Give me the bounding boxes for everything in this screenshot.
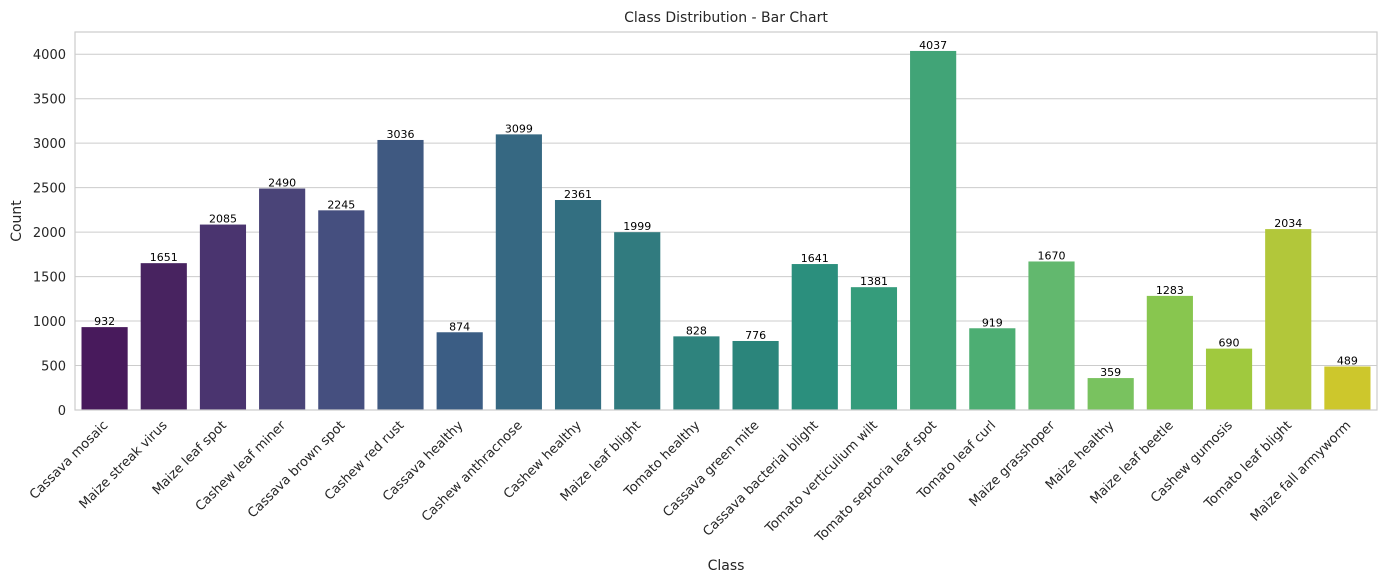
y-tick-label: 500 <box>41 360 66 375</box>
bar <box>140 263 187 410</box>
bars <box>81 50 1371 411</box>
bar-value-labels: 932 1651 2085 2490 2245 3036 874 3099 2361 1999 82… <box>94 39 1358 379</box>
bar <box>554 200 602 410</box>
y-tick-label: 1000 <box>33 315 66 330</box>
bar <box>1028 261 1075 410</box>
bar <box>377 139 424 410</box>
bar <box>1146 295 1193 410</box>
y-tick-label: 2000 <box>33 226 66 241</box>
y-tick-label: 1500 <box>33 271 66 286</box>
bar <box>969 328 1016 410</box>
bar <box>199 224 247 410</box>
bar <box>850 287 898 410</box>
bar-value-label: 874 <box>449 320 470 333</box>
bar <box>732 340 779 410</box>
y-tick-label: 2500 <box>33 182 66 197</box>
x-tick-label: Tomato verticulium wilt <box>762 418 881 537</box>
bar-value-label: 828 <box>686 324 707 337</box>
bar-value-label: 1283 <box>1156 284 1184 297</box>
x-tick-label: Cashew anthracnose <box>419 418 526 525</box>
bar-value-label: 1999 <box>623 220 651 233</box>
bar-value-label: 1381 <box>860 275 888 288</box>
bar <box>259 188 306 410</box>
bar-value-label: 359 <box>1100 366 1121 379</box>
bar <box>81 327 128 410</box>
bar-value-label: 1651 <box>150 251 178 264</box>
x-tick-label: Cassava brown spot <box>245 418 348 521</box>
bar-value-label: 2361 <box>564 188 592 201</box>
bar <box>495 134 542 411</box>
y-tick-label: 4000 <box>33 48 66 63</box>
bar-value-label: 690 <box>1219 337 1240 350</box>
bar <box>1265 229 1312 410</box>
bar <box>1205 348 1253 410</box>
bar-value-label: 2085 <box>209 213 237 226</box>
y-axis-ticks: 0 500 1000 1500 2000 2500 3000 3500 4000 <box>33 48 66 419</box>
bar-value-label: 932 <box>94 315 115 328</box>
bar <box>436 332 483 410</box>
y-axis-label: Count <box>9 200 25 242</box>
bar <box>1087 378 1134 410</box>
plot-frame <box>74 31 1378 411</box>
bar-value-label: 1641 <box>801 252 829 265</box>
y-tick-label: 3000 <box>33 137 66 152</box>
bar-value-label: 4037 <box>919 39 947 52</box>
y-tick-label: 0 <box>58 404 66 419</box>
bar-value-label: 2245 <box>327 198 355 211</box>
bar-value-label: 2490 <box>268 177 296 190</box>
bar <box>791 264 838 410</box>
bar <box>318 210 365 410</box>
bar-value-label: 489 <box>1337 355 1358 368</box>
bar <box>910 50 957 411</box>
chart-title: Class Distribution - Bar Chart <box>624 10 828 26</box>
y-tick-label: 3500 <box>33 93 66 108</box>
x-tick-label: Cassava green mite <box>660 418 762 520</box>
x-tick-label: Maize fall armyworm <box>1248 418 1354 524</box>
bar-value-label: 776 <box>745 329 766 342</box>
x-axis-label: Class <box>708 558 745 574</box>
bar-value-label: 919 <box>982 316 1003 329</box>
x-tick-label: Cassava bacterial blight <box>700 418 821 539</box>
bar-value-label: 2034 <box>1274 217 1302 230</box>
bar-value-label: 3036 <box>387 128 415 141</box>
bar-value-label: 3099 <box>505 122 533 135</box>
bar <box>614 232 661 410</box>
bar <box>673 336 720 410</box>
x-tick-label: Tomato septoria leaf spot <box>812 418 940 546</box>
bar-value-label: 1670 <box>1038 249 1066 262</box>
bar <box>1324 366 1371 410</box>
